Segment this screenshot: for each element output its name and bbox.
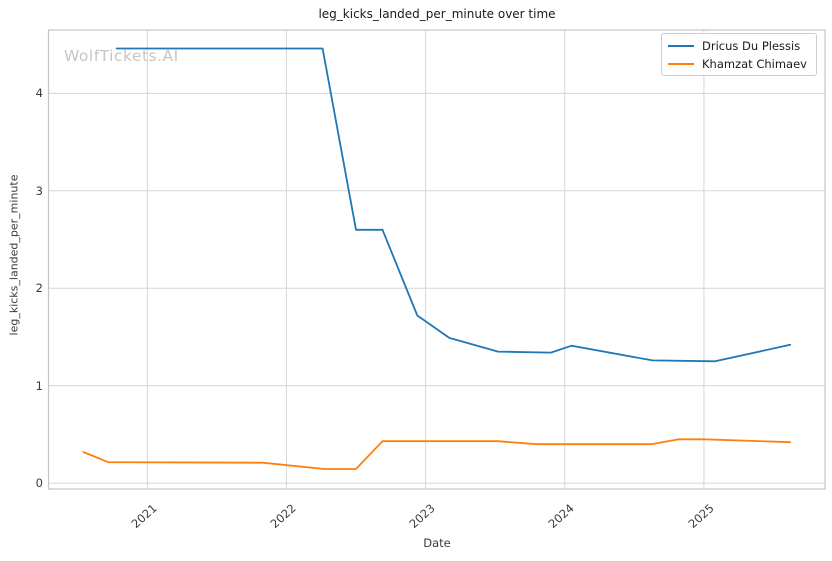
y-tick-label-2: 2 <box>35 281 43 296</box>
chart-title: leg_kicks_landed_per_minute over time <box>318 7 556 21</box>
legend-label: Dricus Du Plessis <box>702 38 801 53</box>
legend-line-swatch-orange <box>668 62 694 65</box>
legend-label: Khamzat Chimaev <box>702 56 807 71</box>
y-tick-label-4: 4 <box>35 86 43 101</box>
watermark: WolfTickets.AI <box>64 47 179 65</box>
y-tick-label-3: 3 <box>35 183 43 198</box>
x-axis-label: Date <box>423 536 451 550</box>
legend-line-swatch-blue <box>668 44 694 47</box>
series-line-1 <box>82 438 792 470</box>
legend-item-dricus: Dricus Du Plessis <box>668 39 808 53</box>
x-tick-anchor-2025: 2025 <box>0 497 716 531</box>
y-tick-label-0: 0 <box>35 476 43 491</box>
legend: Dricus Du Plessis Khamzat Chimaev <box>661 33 817 76</box>
y-tick-label-1: 1 <box>35 378 43 393</box>
series-line-0 <box>115 47 792 363</box>
plot-border <box>47 29 826 490</box>
legend-item-khamzat: Khamzat Chimaev <box>668 57 808 71</box>
